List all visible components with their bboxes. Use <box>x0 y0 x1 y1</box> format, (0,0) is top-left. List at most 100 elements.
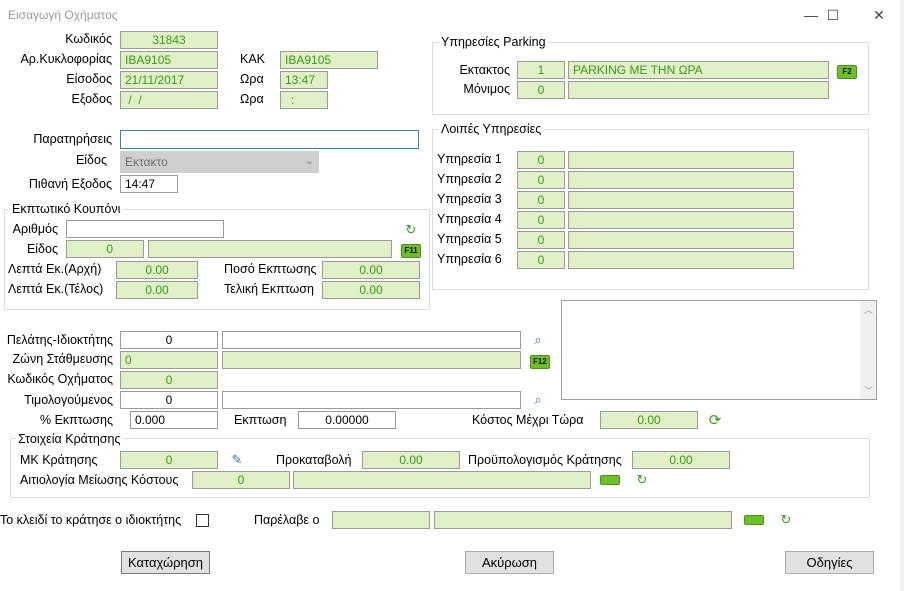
scroll-up-icon[interactable]: ︿ <box>864 305 874 315</box>
service-label: Υπηρεσία 2 <box>437 172 502 186</box>
deposit-label: Προκαταβολή <box>276 453 352 467</box>
memo-scrollbar[interactable]: ︿ ﹀ <box>860 301 876 399</box>
probable-exit-label: Πιθανή Εξοδος <box>28 177 112 191</box>
extra-label: Εκτακτος <box>459 63 510 77</box>
kak-field[interactable]: ΙΒΑ9105 <box>280 51 378 69</box>
budget-field[interactable]: 0.00 <box>632 451 730 469</box>
f12-key-icon[interactable]: F12 <box>530 355 550 369</box>
recalculate-icon[interactable]: ⟳ <box>708 412 722 429</box>
exit-time-field[interactable]: : <box>280 91 328 109</box>
other-services-group <box>432 129 869 290</box>
type-select-value: Εκτακτο <box>125 155 168 169</box>
service-code-field[interactable]: 0 <box>517 211 565 229</box>
permanent-name-field[interactable] <box>568 81 829 99</box>
owner-name-field[interactable] <box>222 331 521 349</box>
key-kept-checkbox[interactable] <box>196 514 209 527</box>
discount-amount-field[interactable]: 0.00 <box>322 261 420 279</box>
probable-exit-field[interactable]: 14:47 <box>120 175 178 193</box>
notes-input[interactable] <box>120 130 419 149</box>
service-name-field[interactable] <box>568 231 794 249</box>
final-discount-field[interactable]: 0.00 <box>322 281 420 299</box>
search-icon[interactable]: ⌕ <box>534 392 542 407</box>
deposit-field[interactable]: 0.00 <box>362 451 460 469</box>
note-icon[interactable] <box>744 515 764 525</box>
service-code-field[interactable]: 0 <box>517 251 565 269</box>
service-code-field[interactable]: 0 <box>517 171 565 189</box>
entry-time-field[interactable]: 13:47 <box>280 71 328 89</box>
cost-field[interactable]: 0.00 <box>600 411 698 429</box>
service-code-field[interactable]: 0 <box>517 231 565 249</box>
parking-services-group <box>432 42 869 115</box>
owner-label: Πελάτης-Ιδιοκτήτης <box>6 333 113 347</box>
mk-field[interactable]: 0 <box>120 451 218 469</box>
key-kept-label: Το κλειδί το κράτησε ο ιδιοκτήτης <box>0 513 182 527</box>
service-name-field[interactable] <box>568 151 794 169</box>
coupon-kind-name[interactable] <box>148 240 392 258</box>
min-start-field[interactable]: 0.00 <box>116 261 198 279</box>
received-name-field[interactable] <box>434 511 732 529</box>
f2-key-icon[interactable]: F2 <box>837 65 857 79</box>
entry-time-label: Ωρα <box>240 72 264 86</box>
window-edge <box>900 0 904 591</box>
service-name-field[interactable] <box>568 171 794 189</box>
service-name-field[interactable] <box>568 191 794 209</box>
extra-name-field[interactable]: PARKING ΜΕ ΤΗΝ ΩΡΑ <box>568 61 829 79</box>
service-label: Υπηρεσία 3 <box>437 192 502 206</box>
service-code-field[interactable]: 0 <box>517 191 565 209</box>
scroll-down-icon[interactable]: ﹀ <box>864 386 874 396</box>
code-label: Κωδικός <box>65 32 112 46</box>
note-icon[interactable] <box>600 475 620 485</box>
kak-label: ΚΑΚ <box>240 52 266 66</box>
entry-label: Είσοδος <box>66 72 112 86</box>
plate-field[interactable]: ΙΒΑ9105 <box>120 51 218 69</box>
invoiced-name-field[interactable] <box>222 391 521 409</box>
discount-pct-field[interactable]: 0.000 <box>130 411 218 429</box>
budget-label: Προϋπολογισμός Κράτησης <box>468 453 622 467</box>
refresh-icon[interactable]: ↻ <box>405 222 417 237</box>
reduction-label: Αιτιολογία Μείωσης Κόστους <box>20 473 179 487</box>
parking-services-title: Υπηρεσίες Parking <box>439 35 548 49</box>
mk-label: ΜΚ Κράτησης <box>20 453 98 467</box>
zone-code-field[interactable]: 0 <box>120 351 218 369</box>
invoiced-code-field[interactable]: 0 <box>120 391 218 409</box>
cancel-button[interactable]: Ακύρωση <box>465 551 554 574</box>
coupon-kind-code[interactable]: 0 <box>66 240 144 258</box>
refresh-icon[interactable]: ↻ <box>636 472 648 487</box>
memo-textarea[interactable]: ︿ ﹀ <box>561 300 877 400</box>
coupon-group-title: Εκπτωτικό Κουπόνι <box>10 202 123 216</box>
search-icon[interactable]: ⌕ <box>534 332 542 347</box>
zone-label: Ζώνη Στάθμευσης <box>12 352 113 366</box>
service-label: Υπηρεσία 1 <box>437 152 502 166</box>
permanent-label: Μόνιμος <box>463 82 510 96</box>
min-end-field[interactable]: 0.00 <box>116 281 198 299</box>
permanent-code-field[interactable]: 0 <box>517 81 565 99</box>
reservation-group <box>10 438 870 498</box>
service-label: Υπηρεσία 5 <box>437 232 502 246</box>
reduction-code-field[interactable]: 0 <box>192 471 290 489</box>
received-code-field[interactable] <box>332 511 430 529</box>
service-code-field[interactable]: 0 <box>517 151 565 169</box>
minimize-button[interactable]: — <box>804 7 818 23</box>
entry-date-field[interactable]: 21/11/2017 <box>120 71 218 89</box>
close-button[interactable]: ✕ <box>873 6 885 23</box>
zone-name-field[interactable] <box>222 351 521 369</box>
service-name-field[interactable] <box>568 251 794 269</box>
code-field[interactable]: 31843 <box>120 31 218 49</box>
owner-code-field[interactable]: 0 <box>120 331 218 349</box>
refresh-icon[interactable]: ↻ <box>780 512 792 527</box>
instructions-button[interactable]: Οδηγίες <box>785 551 874 574</box>
other-services-title: Λοιπές Υπηρεσίες <box>439 122 544 136</box>
save-button[interactable]: Καταχώρηση <box>121 551 210 574</box>
edit-icon[interactable]: ✎ <box>231 452 243 467</box>
exit-date-field[interactable]: / / <box>120 91 218 109</box>
f11-key-icon[interactable]: F11 <box>401 244 421 258</box>
discount-field[interactable]: 0.00000 <box>298 411 396 429</box>
reduction-text-field[interactable] <box>293 471 591 489</box>
extra-code-field[interactable]: 1 <box>517 61 565 79</box>
coupon-number-input[interactable] <box>66 220 224 238</box>
type-select[interactable]: Εκτακτο ⌄ <box>120 151 319 173</box>
vehicle-code-field[interactable]: 0 <box>120 371 218 389</box>
maximize-button[interactable]: ☐ <box>826 6 840 23</box>
exit-label: Εξοδος <box>71 92 113 106</box>
service-name-field[interactable] <box>568 211 794 229</box>
